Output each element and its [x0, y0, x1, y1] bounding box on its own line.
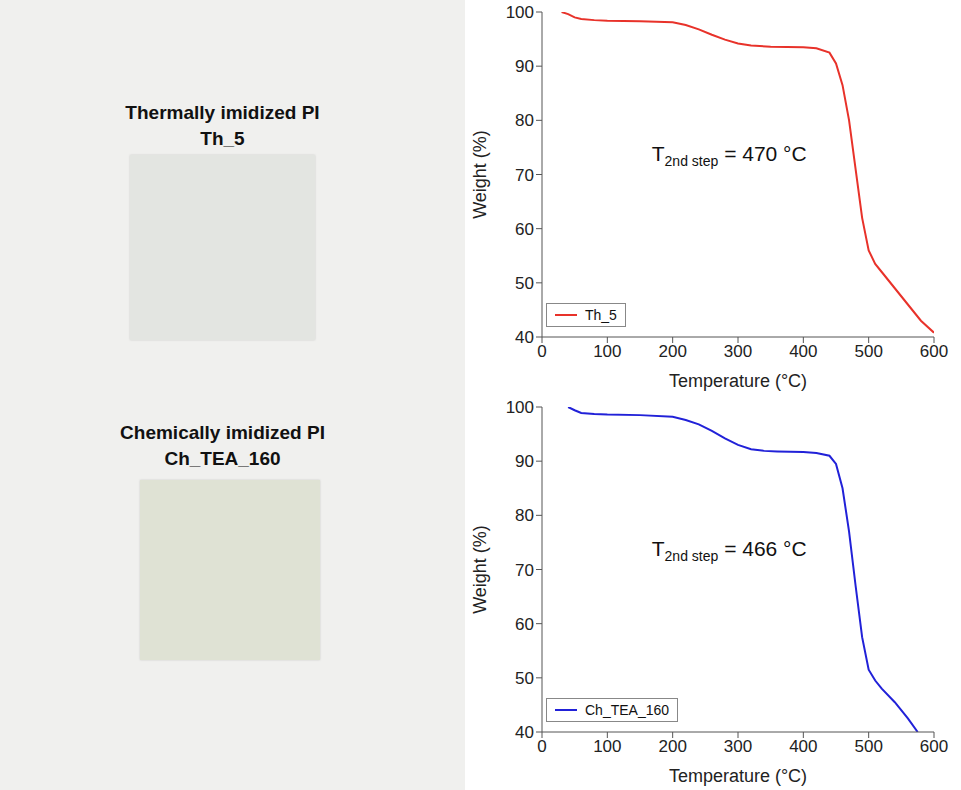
html-text:T2nd step= 470 °C: T2nd step= 470 °C — [651, 142, 807, 170]
svg-text:0: 0 — [537, 342, 546, 361]
svg-text:80: 80 — [515, 111, 534, 130]
svg-text:600: 600 — [920, 342, 948, 361]
svg-text:Temperature (°C): Temperature (°C) — [669, 766, 807, 786]
svg-text:100: 100 — [506, 398, 534, 417]
svg-text:200: 200 — [658, 737, 686, 756]
svg-text:40: 40 — [515, 328, 534, 347]
svg-text:60: 60 — [515, 615, 534, 634]
svg-text:200: 200 — [658, 342, 686, 361]
html-text:Ch_TEA_160: Ch_TEA_160 — [164, 448, 281, 469]
svg-text:400: 400 — [789, 342, 817, 361]
svg-text:0: 0 — [537, 737, 546, 756]
html-text:Th_5: Th_5 — [200, 128, 245, 149]
svg-text:100: 100 — [593, 737, 621, 756]
svg-text:90: 90 — [515, 452, 534, 471]
svg-text:80: 80 — [515, 506, 534, 525]
svg-text:600: 600 — [920, 737, 948, 756]
html-text:Chemically imidized PI: Chemically imidized PI — [120, 422, 325, 443]
html-text:T2nd step= 466 °C: T2nd step= 466 °C — [651, 537, 807, 565]
svg-text:400: 400 — [789, 737, 817, 756]
svg-text:70: 70 — [515, 561, 534, 580]
svg-text:70: 70 — [515, 166, 534, 185]
svg-text:Temperature (°C): Temperature (°C) — [669, 371, 807, 391]
svg-text:100: 100 — [593, 342, 621, 361]
svg-text:Weight (%): Weight (%) — [470, 130, 490, 219]
html-text:Th_5: Th_5 — [585, 307, 617, 323]
svg-text:90: 90 — [515, 57, 534, 76]
svg-text:40: 40 — [515, 723, 534, 742]
svg-text:500: 500 — [854, 737, 882, 756]
svg-text:500: 500 — [854, 342, 882, 361]
svg-text:50: 50 — [515, 669, 534, 688]
html-text:Thermally imidized PI: Thermally imidized PI — [125, 102, 320, 123]
svg-text:300: 300 — [724, 342, 752, 361]
svg-text:100: 100 — [506, 3, 534, 22]
svg-text:300: 300 — [724, 737, 752, 756]
html-text:Ch_TEA_160: Ch_TEA_160 — [585, 702, 670, 718]
svg-text:Weight (%): Weight (%) — [470, 525, 490, 614]
svg-text:60: 60 — [515, 220, 534, 239]
svg-text:50: 50 — [515, 274, 534, 293]
